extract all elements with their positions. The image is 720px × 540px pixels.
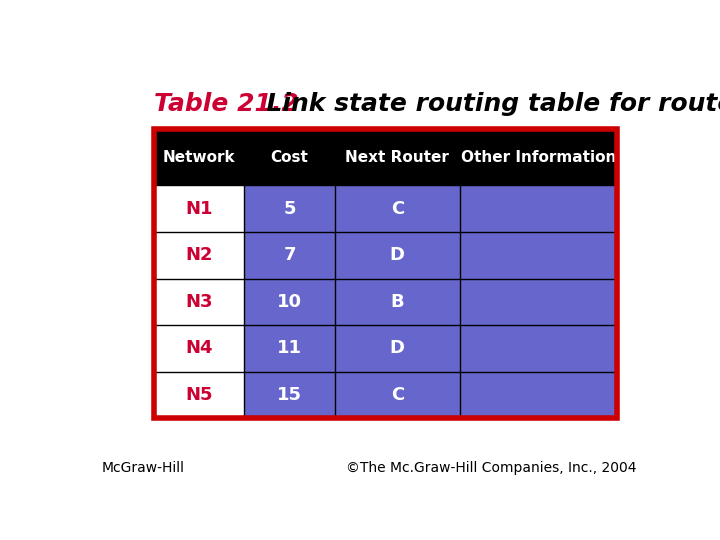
Text: McGraw-Hill: McGraw-Hill <box>101 461 184 475</box>
Text: ©The Mc.Graw-Hill Companies, Inc., 2004: ©The Mc.Graw-Hill Companies, Inc., 2004 <box>346 461 637 475</box>
Bar <box>245 372 335 418</box>
Text: Link state routing table for router A: Link state routing table for router A <box>249 92 720 116</box>
Text: D: D <box>390 246 405 264</box>
Bar <box>245 325 335 372</box>
Bar <box>460 232 617 279</box>
Text: N3: N3 <box>186 293 213 311</box>
Text: N1: N1 <box>186 200 213 218</box>
Bar <box>335 185 460 232</box>
Text: B: B <box>390 293 404 311</box>
Bar <box>335 232 460 279</box>
Text: 11: 11 <box>277 339 302 357</box>
Text: C: C <box>391 200 404 218</box>
Bar <box>335 325 460 372</box>
Text: N2: N2 <box>186 246 213 264</box>
Bar <box>245 185 335 232</box>
Text: 15: 15 <box>277 386 302 404</box>
Bar <box>245 232 335 279</box>
Bar <box>460 372 617 418</box>
Bar <box>154 129 617 185</box>
Bar <box>460 325 617 372</box>
Bar <box>335 372 460 418</box>
Bar <box>460 279 617 325</box>
Bar <box>154 325 245 372</box>
Bar <box>154 185 245 232</box>
Bar <box>245 279 335 325</box>
Bar <box>335 279 460 325</box>
Text: Other Information: Other Information <box>461 150 616 165</box>
Text: Next Router: Next Router <box>346 150 449 165</box>
Text: D: D <box>390 339 405 357</box>
Text: C: C <box>391 386 404 404</box>
Text: Table 21.2: Table 21.2 <box>154 92 299 116</box>
Text: Network: Network <box>163 150 235 165</box>
Text: N4: N4 <box>186 339 213 357</box>
Bar <box>154 372 245 418</box>
Bar <box>460 185 617 232</box>
Bar <box>154 279 245 325</box>
Text: 5: 5 <box>284 200 296 218</box>
Text: 10: 10 <box>277 293 302 311</box>
Bar <box>154 129 617 418</box>
Text: Cost: Cost <box>271 150 309 165</box>
Text: 7: 7 <box>284 246 296 264</box>
Bar <box>154 232 245 279</box>
Text: N5: N5 <box>186 386 213 404</box>
